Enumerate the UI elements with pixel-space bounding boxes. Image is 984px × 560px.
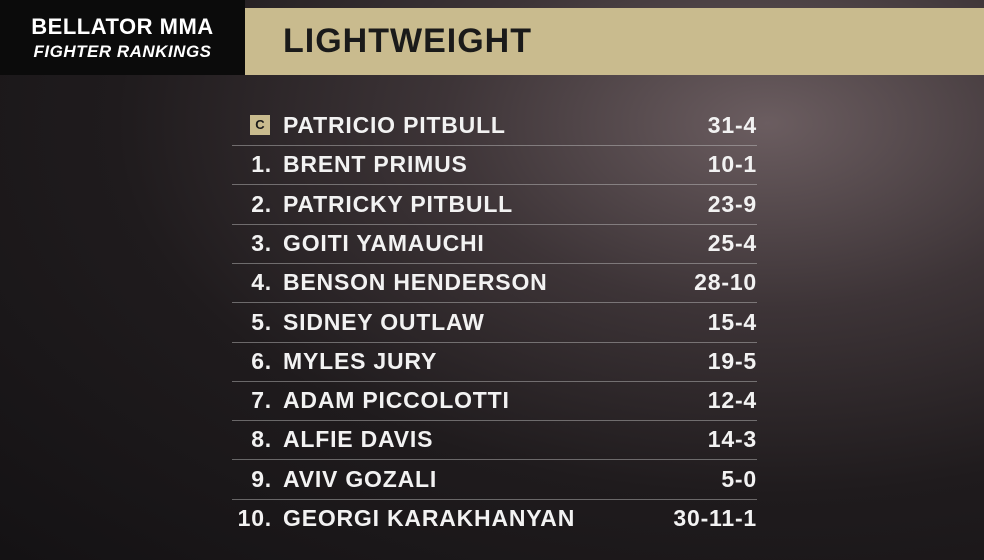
rank: 4. [251,269,272,296]
fighter-record: 25-4 [707,229,757,256]
division-title: LIGHTWEIGHT [283,22,532,60]
ranking-row: C PATRICIO PITBULL 31-4 [232,106,757,146]
brand: BELLATOR MMA [31,14,214,39]
fighter-record: 30-11-1 [673,505,757,531]
fighter-record: 14-3 [707,426,757,453]
logo: BELLATOR MMA FIGHTER RANKINGS [0,0,245,75]
rank: 9. [251,465,272,492]
fighter-name: AVIV GOZALI [283,465,438,492]
division-bar: LIGHTWEIGHT [245,8,984,75]
rank: 7. [251,387,272,414]
rank: 8. [251,426,272,453]
fighter-name: MYLES JURY [283,347,438,374]
fighter-name: ADAM PICCOLOTTI [283,387,510,414]
ranking-row: 7. ADAM PICCOLOTTI 12-4 [232,381,757,422]
rank: 1. [251,151,272,178]
fighter-name: BENSON HENDERSON [283,269,548,296]
rank: 2. [251,190,272,217]
fighter-record: 10-1 [707,151,757,178]
fighter-name: PATRICIO PITBULL [283,112,506,138]
fighter-record: 28-10 [694,269,757,296]
subtitle: FIGHTER RANKINGS [33,42,212,61]
fighter-record: 5-0 [721,465,757,492]
fighter-record: 23-9 [707,190,757,217]
rank: 6. [251,347,272,374]
ranking-row: 5. SIDNEY OUTLAW 15-4 [232,303,757,343]
fighter-name: GOITI YAMAUCHI [283,229,485,256]
fighter-name: ALFIE DAVIS [283,426,434,453]
ranking-row: 6. MYLES JURY 19-5 [232,342,757,382]
fighter-record: 31-4 [707,112,757,138]
fighter-name: PATRICKY PITBULL [283,190,514,217]
fighter-name: SIDNEY OUTLAW [283,308,485,335]
fighter-record: 15-4 [707,308,757,335]
ranking-row: 9. AVIV GOZALI 5-0 [232,460,757,500]
fighter-name: BRENT PRIMUS [283,151,468,178]
fighter-record: 19-5 [707,347,757,374]
fighter-record: 12-4 [707,387,757,414]
ranking-row: 3. GOITI YAMAUCHI 25-4 [232,224,757,264]
champion-badge: C [250,115,270,135]
ranking-row: 2. PATRICKY PITBULL 23-9 [232,185,757,225]
rank: 10. [237,505,272,531]
ranking-row: 8. ALFIE DAVIS 14-3 [232,420,757,461]
ranking-row: 10. GEORGI KARAKHANYAN 30-11-1 [232,499,757,538]
rank: 5. [251,308,272,335]
fighter-name: GEORGI KARAKHANYAN [283,505,576,531]
rank: 3. [251,229,272,256]
ranking-row: 4. BENSON HENDERSON 28-10 [232,263,757,304]
ranking-row: 1. BRENT PRIMUS 10-1 [232,145,757,186]
